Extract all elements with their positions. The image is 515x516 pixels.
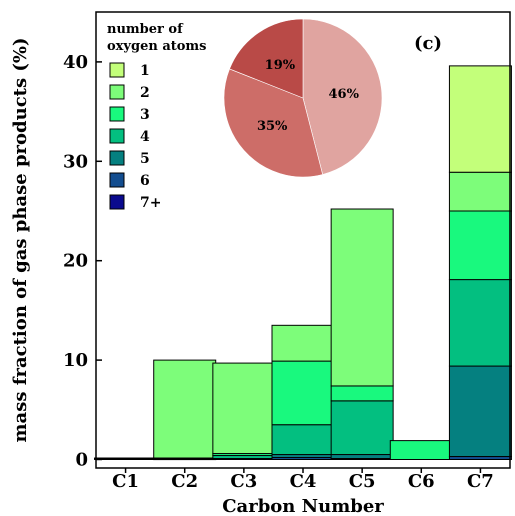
bar-segment xyxy=(271,424,335,456)
x-tick-label: C2 xyxy=(171,471,198,492)
x-axis-title: Carbon Number xyxy=(222,496,384,516)
y-axis-title: mass fraction of gas phase products (%) xyxy=(10,37,31,442)
legend-swatch xyxy=(109,194,125,210)
x-axis: C1 C2 C3 C4 C5 C6 C7 xyxy=(112,468,494,492)
y-tick-label: 40 xyxy=(63,52,88,73)
bar-segment xyxy=(448,365,512,458)
bar-segment xyxy=(448,210,512,281)
bar-segment xyxy=(389,440,453,461)
y-axis: 0 10 20 30 40 xyxy=(63,52,102,471)
bar-segment xyxy=(330,208,394,387)
bar-segment xyxy=(94,457,158,460)
y-tick-label: 20 xyxy=(63,251,88,272)
bar-segment xyxy=(330,454,394,460)
legend-title-line-2: oxygen atoms xyxy=(107,39,207,54)
x-tick-label: C4 xyxy=(290,471,317,492)
bar-segment xyxy=(448,171,512,212)
legend-label: 6 xyxy=(140,173,150,189)
bar-segment xyxy=(330,385,394,402)
pie-slice-label: 35% xyxy=(257,119,288,134)
legend-label: 7+ xyxy=(140,195,161,211)
pie-slice xyxy=(223,68,324,178)
x-tick-label: C3 xyxy=(230,471,257,492)
bar-segment xyxy=(212,362,276,455)
bars-layer xyxy=(94,65,512,461)
bar-segment xyxy=(330,400,394,456)
legend-label: 3 xyxy=(140,107,150,123)
bar-segment xyxy=(448,279,512,367)
legend-swatch xyxy=(109,84,125,100)
legend-label: 4 xyxy=(140,129,150,145)
bar-segment xyxy=(271,360,335,426)
y-tick-label: 10 xyxy=(63,350,88,371)
legend-label: 1 xyxy=(140,63,150,79)
x-tick-label: C7 xyxy=(467,471,494,492)
pie-slice xyxy=(229,18,304,99)
legend-swatch xyxy=(109,62,125,78)
panel-label: (c) xyxy=(414,33,442,54)
legend-swatch xyxy=(109,172,125,188)
legend-swatch xyxy=(109,150,125,166)
x-tick-label: C1 xyxy=(112,471,139,492)
y-tick-label: 0 xyxy=(75,450,88,471)
x-tick-label: C6 xyxy=(408,471,435,492)
x-tick-label: C5 xyxy=(349,471,376,492)
bar-segment xyxy=(153,359,217,459)
legend-swatch xyxy=(109,128,125,144)
pie-slice xyxy=(302,18,383,175)
legend-label: 5 xyxy=(140,151,150,167)
pie-slice-label: 19% xyxy=(265,58,296,73)
y-tick-label: 30 xyxy=(63,151,88,172)
legend: number of oxygen atoms 1 2 3 4 5 6 7+ xyxy=(107,22,207,211)
bar-segment xyxy=(271,324,335,362)
legend-swatch xyxy=(109,106,125,122)
legend-title-line-1: number of xyxy=(107,22,184,37)
pie-chart: 46% 35% 19% xyxy=(223,18,383,178)
legend-label: 2 xyxy=(140,85,150,101)
pie-slice-label: 46% xyxy=(329,87,360,102)
bar-segment xyxy=(448,65,512,173)
